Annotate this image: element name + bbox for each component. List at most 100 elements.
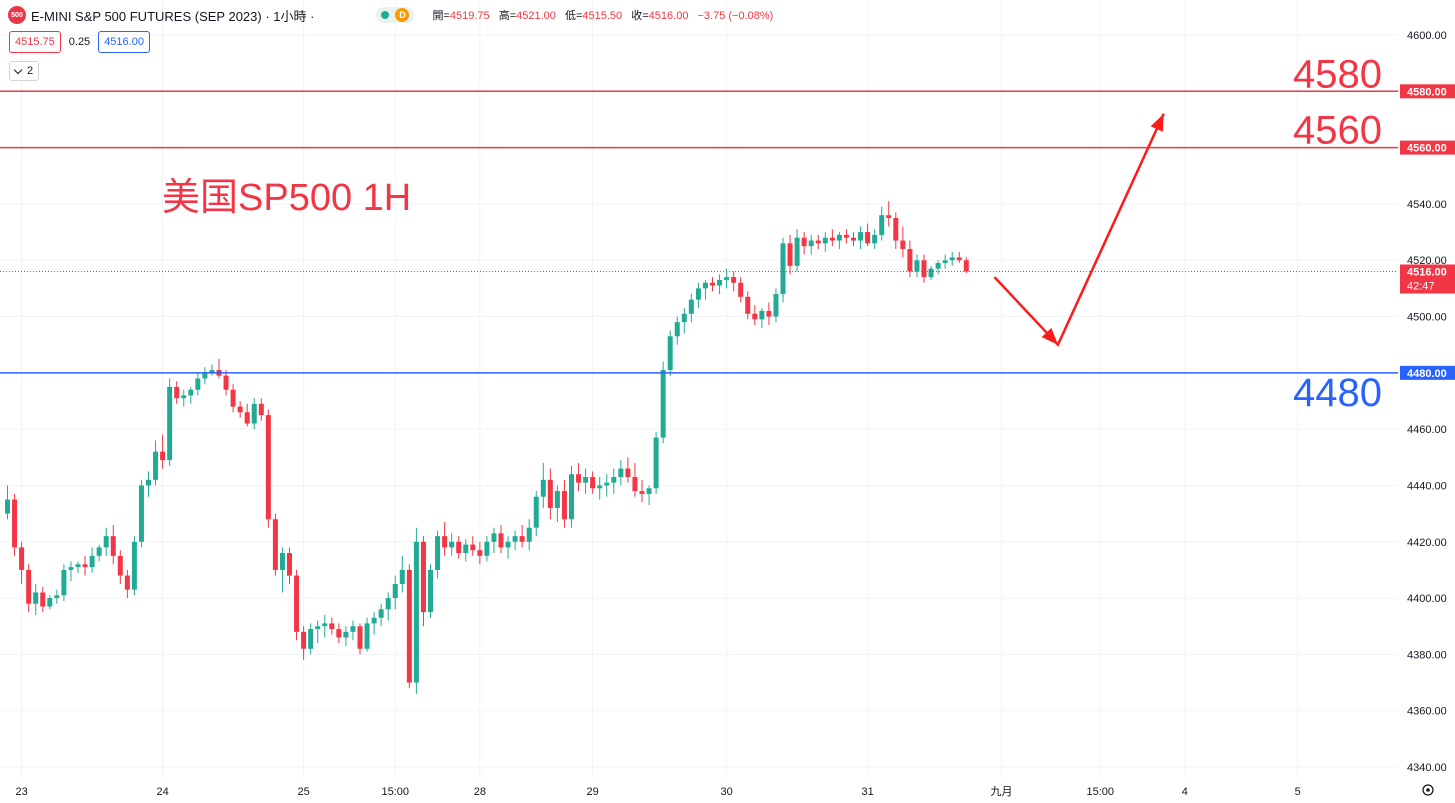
price-tick-label: 4460.00 [1407, 424, 1447, 436]
candle-body [174, 386, 180, 399]
candle-body [547, 479, 553, 508]
trade-panel: 4515.75 0.25 4516.00 [9, 31, 150, 53]
sell-button[interactable]: 4515.75 [9, 31, 61, 53]
candle-body [117, 555, 123, 576]
candle-body [484, 541, 490, 556]
candle-body [420, 541, 426, 613]
candle-body [195, 378, 201, 390]
close-value: 4516.00 [648, 10, 689, 22]
open-label: 開= [432, 10, 450, 22]
candle-body [604, 482, 610, 486]
candle-body [710, 282, 715, 286]
ohlc-values: 開=4519.75 高=4521.00 低=4515.50 收=4516.00 … [432, 7, 779, 23]
candle-body [61, 569, 67, 596]
candle-body [272, 519, 278, 570]
data-delay-badge: D [395, 8, 410, 22]
indicators-toggle[interactable]: 2 [9, 61, 40, 81]
candle-body [138, 485, 144, 542]
candle-body [561, 491, 567, 520]
candle-body [456, 541, 462, 554]
arrowhead-up [1150, 113, 1164, 132]
candle-body [463, 544, 469, 554]
time-axis[interactable]: 23 24 25 15:00 28 29 30 31 九月 15:00 4 5 [0, 778, 1455, 803]
candle-body [124, 575, 130, 590]
price-tick-label: 4420.00 [1407, 537, 1447, 549]
candle-body [244, 412, 250, 424]
candle-body [75, 564, 81, 568]
candles [5, 201, 969, 694]
candle-body [886, 215, 892, 218]
candle-body [597, 485, 603, 489]
settings-icon[interactable] [1422, 784, 1434, 796]
candle-body [639, 491, 645, 494]
buy-button[interactable]: 4516.00 [98, 31, 150, 53]
candle-body [935, 263, 941, 269]
candle-body [449, 541, 455, 548]
candle-body [808, 240, 814, 247]
candle-body [724, 277, 730, 280]
candle-body [477, 550, 483, 556]
candle-body [110, 536, 116, 556]
resistance-price-tag-label: 4580.00 [1407, 86, 1447, 98]
candle-body [131, 541, 137, 590]
candle-body [96, 547, 102, 556]
candle-body [618, 468, 624, 478]
candle-body [167, 386, 173, 461]
candle-body [787, 243, 793, 266]
time-tick-label: 31 [861, 786, 873, 798]
price-tick-label: 4520.00 [1407, 255, 1447, 267]
resistance-label: 4580 [1293, 52, 1382, 96]
time-tick-label: 15:00 [1086, 786, 1114, 798]
candle-body [900, 240, 906, 249]
candle-body [82, 564, 88, 568]
candle-body [822, 237, 828, 244]
candle-body [512, 536, 518, 542]
price-tick-label: 4380.00 [1407, 649, 1447, 661]
symbol-logo[interactable]: 500 [8, 6, 26, 24]
current-price-tag [1400, 264, 1455, 294]
candle-body [858, 232, 864, 241]
time-tick-label: 29 [587, 786, 599, 798]
candle-body [392, 584, 398, 599]
candle-body [498, 533, 504, 548]
price-axis[interactable]: 4600.00 4580.00 4560.00 4540.00 4520.00 4500.… [1398, 0, 1455, 803]
candle-body [406, 569, 412, 683]
support-label: 4480 [1293, 371, 1382, 415]
projection-arrow [993, 113, 1165, 347]
candle-body [667, 336, 673, 371]
candle-body [68, 567, 74, 570]
candle-body [435, 536, 441, 570]
resistance-label: 4560 [1293, 109, 1382, 153]
symbol-title[interactable]: E-MINI S&P 500 FUTURES (SEP 2023) · 1小時 … [31, 8, 315, 24]
candle-body [646, 488, 652, 494]
chart-header: 500 E-MINI S&P 500 FUTURES (SEP 2023) · … [0, 0, 779, 30]
candle-body [202, 372, 208, 379]
candle-body [470, 544, 476, 551]
candle-body [780, 243, 786, 295]
chevron-down-icon [13, 65, 23, 74]
candle-body [752, 313, 758, 320]
price-tick-label: 4440.00 [1407, 480, 1447, 492]
high-value: 4521.00 [516, 10, 556, 22]
time-tick-label: 4 [1182, 786, 1188, 798]
current-price-label: 4516.00 [1407, 266, 1447, 278]
candle-body [258, 403, 264, 416]
candle-body [491, 533, 497, 542]
candle-body [89, 555, 95, 568]
price-tick-label: 4340.00 [1407, 762, 1447, 774]
candle-body [181, 395, 187, 399]
reference-lines: 4580 4560 4480 [0, 52, 1398, 415]
candle-body [907, 248, 913, 272]
time-tick-label: 24 [156, 786, 168, 798]
candle-body [660, 370, 666, 438]
market-status[interactable]: D [376, 7, 415, 23]
candle-body [554, 491, 560, 508]
candle-body [533, 496, 539, 528]
candle-body [223, 375, 229, 390]
candle-body [315, 626, 321, 630]
time-tick-label: 28 [474, 786, 486, 798]
candle-body [279, 553, 285, 570]
time-tick-label: 九月 [991, 785, 1013, 798]
